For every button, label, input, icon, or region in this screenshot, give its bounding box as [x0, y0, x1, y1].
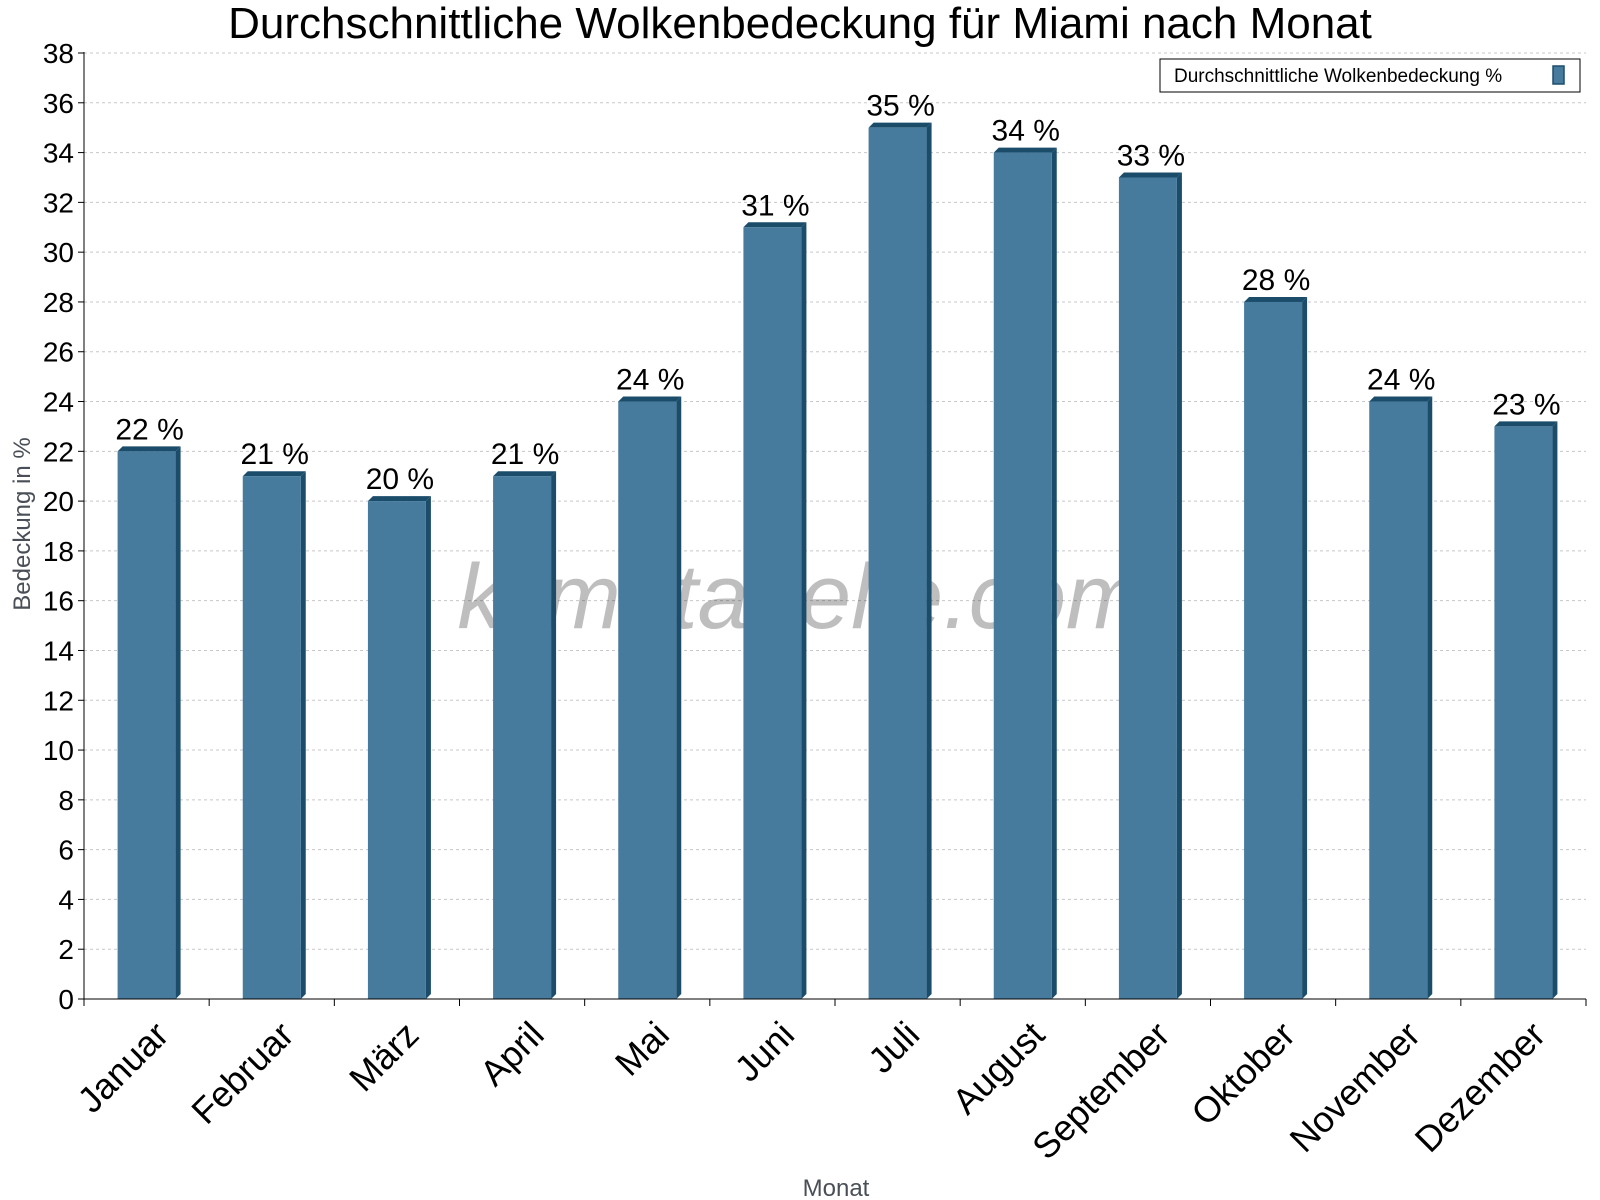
bar-side — [1427, 396, 1433, 999]
legend-label: Durchschnittliche Wolkenbedeckung % — [1174, 66, 1502, 87]
data-label: 28 % — [1242, 264, 1310, 297]
y-tick-label: 2 — [58, 934, 74, 965]
bar-side — [551, 471, 557, 999]
y-tick-label: 20 — [43, 486, 74, 517]
bar-top — [242, 471, 306, 477]
x-tick-label: November — [1281, 1014, 1427, 1160]
bar — [1118, 177, 1177, 999]
bar — [868, 127, 927, 1000]
x-tick-label: September — [1024, 1014, 1178, 1168]
data-label: 35 % — [866, 90, 934, 123]
y-tick-label: 30 — [43, 237, 74, 268]
y-tick-label: 24 — [43, 387, 74, 418]
y-tick-label: 6 — [58, 835, 74, 866]
legend-box — [1159, 58, 1581, 93]
y-tick-label: 8 — [58, 785, 74, 816]
bar-top — [868, 122, 932, 128]
y-tick-label: 12 — [43, 685, 74, 716]
y-tick-label: 16 — [43, 586, 74, 617]
x-tick-label: Dezember — [1407, 1014, 1553, 1160]
y-axis-title: Bedeckung in % — [9, 437, 36, 610]
y-tick-label: 32 — [43, 187, 74, 218]
bar-side — [300, 471, 306, 999]
bar-side — [676, 396, 682, 999]
bar-top — [743, 222, 807, 228]
data-label: 24 % — [616, 364, 684, 397]
bar-side — [175, 446, 181, 999]
bar-side — [1176, 172, 1182, 999]
x-tick-label: April — [472, 1014, 552, 1094]
y-tick-label: 38 — [43, 38, 74, 69]
bar-top — [1118, 172, 1182, 178]
x-tick-label: Mai — [607, 1014, 677, 1084]
data-label: 21 % — [241, 438, 309, 471]
bar-side — [1051, 147, 1057, 999]
y-tick-label: 26 — [43, 337, 74, 368]
data-label: 31 % — [741, 189, 809, 222]
y-tick-label: 28 — [43, 287, 74, 318]
bar-side — [425, 496, 431, 999]
bar-top — [1244, 296, 1308, 302]
bars: 22 % 21 % 20 % 21 % 24 % 31 % 35 % 34 % 33 % 28 %… — [115, 90, 1561, 1000]
bar-top — [618, 396, 682, 402]
bar — [493, 476, 552, 999]
x-axis-title: Monat — [803, 1175, 870, 1200]
bar-top — [367, 496, 431, 502]
data-label: 34 % — [992, 115, 1060, 148]
bar — [993, 152, 1052, 999]
grid-lines — [84, 52, 1586, 950]
bar — [1369, 401, 1428, 999]
x-tick-label: Oktober — [1183, 1014, 1303, 1134]
x-tick-label: Juni — [726, 1014, 802, 1090]
data-label: 23 % — [1492, 388, 1560, 421]
y-tick-label: 22 — [43, 436, 74, 467]
chart-title: Durchschnittliche Wolkenbedeckung für Mi… — [228, 0, 1372, 48]
y-tick-label: 10 — [43, 735, 74, 766]
bar-top — [117, 446, 181, 452]
bar-side — [801, 222, 807, 999]
bar — [1244, 301, 1303, 999]
y-tick-label: 14 — [43, 635, 74, 666]
y-tick-label: 18 — [43, 536, 74, 567]
legend-swatch — [1552, 65, 1565, 85]
data-label: 24 % — [1367, 364, 1435, 397]
bar-side — [926, 122, 932, 1000]
x-tick-label: Juli — [860, 1014, 927, 1081]
bar-top — [993, 147, 1057, 153]
x-tick-label: August — [944, 1014, 1052, 1122]
bar — [367, 501, 426, 999]
bar — [1494, 426, 1553, 1000]
x-tick-label: Februar — [183, 1014, 301, 1132]
bar — [242, 476, 301, 999]
data-label: 21 % — [491, 438, 559, 471]
bar-top — [493, 471, 557, 477]
data-label: 33 % — [1117, 139, 1185, 172]
bar — [117, 451, 176, 999]
bar-side — [1552, 421, 1558, 1000]
bar-top — [1369, 396, 1433, 402]
bar — [618, 401, 677, 999]
bar — [743, 227, 802, 999]
bar-top — [1494, 421, 1558, 427]
data-label: 22 % — [115, 413, 183, 446]
y-tick-label: 36 — [43, 88, 74, 119]
x-tick-label: Januar — [69, 1014, 176, 1121]
y-tick-label: 0 — [58, 984, 74, 1015]
legend: Durchschnittliche Wolkenbedeckung % — [1159, 58, 1581, 93]
y-tick-label: 34 — [43, 138, 74, 169]
data-label: 20 % — [366, 463, 434, 496]
x-tick-label: März — [341, 1014, 427, 1100]
bar-side — [1302, 296, 1308, 999]
y-tick-label: 4 — [58, 884, 74, 915]
